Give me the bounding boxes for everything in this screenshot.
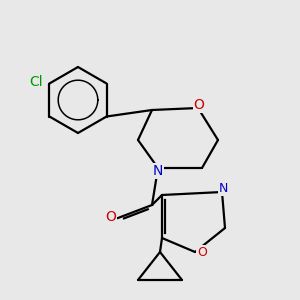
Text: O: O	[194, 98, 204, 112]
Text: N: N	[153, 164, 163, 178]
Text: N: N	[218, 182, 228, 196]
Text: Cl: Cl	[30, 76, 43, 89]
Text: O: O	[197, 245, 207, 259]
Text: O: O	[106, 210, 116, 224]
